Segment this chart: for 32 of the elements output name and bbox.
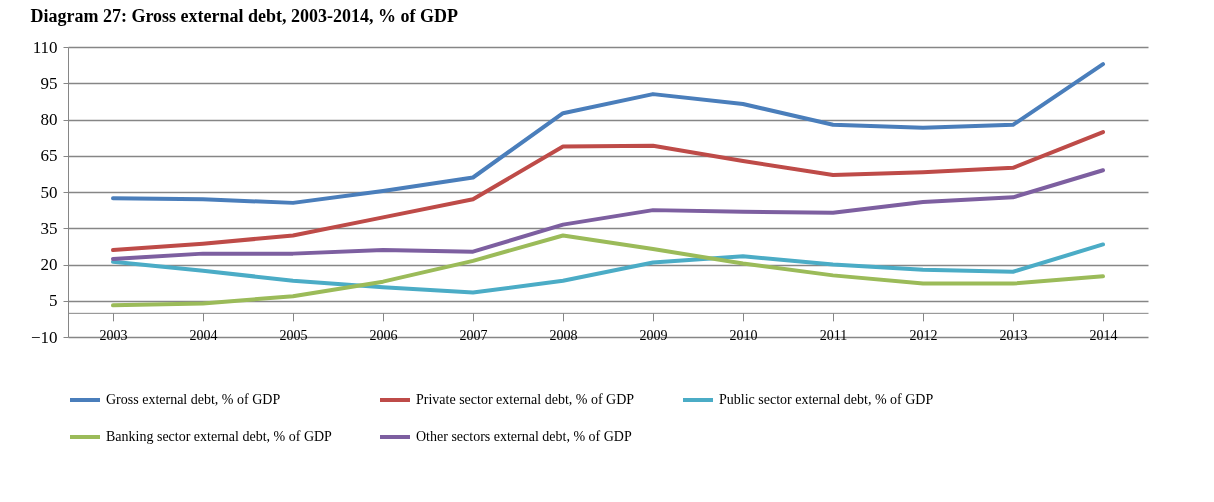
x-tick-label: 2007 — [459, 328, 488, 344]
x-tick-label: 2003 — [99, 328, 128, 344]
x-tick-label: 2006 — [369, 328, 398, 344]
legend-label: Private sector external debt, % of GDP — [416, 392, 635, 407]
x-tick-label: 2004 — [189, 328, 218, 344]
x-tick-label: 2011 — [819, 328, 848, 344]
x-tick-label: 2014 — [1089, 328, 1118, 344]
legend-label: Banking sector external debt, % of GDP — [106, 429, 333, 444]
y-tick-label: 50 — [40, 182, 58, 202]
legend-label: Gross external debt, % of GDP — [106, 392, 281, 407]
y-tick-label: 80 — [40, 110, 58, 129]
line-series — [111, 233, 1105, 308]
x-tick-label: 2008 — [549, 328, 578, 344]
y-tick-label: 110 — [32, 37, 58, 57]
y-tick-label: 5 — [49, 291, 58, 311]
x-tick-label: 2005 — [279, 328, 308, 344]
x-tick-label: 2010 — [729, 328, 758, 344]
y-tick-label: 20 — [40, 255, 58, 274]
legend-label: Other sectors external debt, % of GDP — [416, 429, 632, 444]
y-tick-label: 95 — [40, 73, 58, 93]
x-tick-label: 2009 — [639, 328, 668, 344]
chart-title: Diagram 27: Gross external debt, 2003-2014, % of GDP — [30, 6, 459, 26]
line-series — [111, 62, 1105, 205]
legend-label: Public sector external debt, % of GDP — [719, 392, 934, 407]
y-tick-label: −10 — [30, 327, 58, 347]
line-series — [111, 242, 1105, 295]
line-series — [111, 168, 1105, 261]
x-tick-label: 2012 — [909, 328, 938, 344]
y-tick-label: 65 — [40, 146, 58, 166]
line-series — [111, 130, 1105, 252]
x-tick-label: 2013 — [999, 328, 1028, 344]
y-tick-label: 35 — [40, 218, 58, 238]
